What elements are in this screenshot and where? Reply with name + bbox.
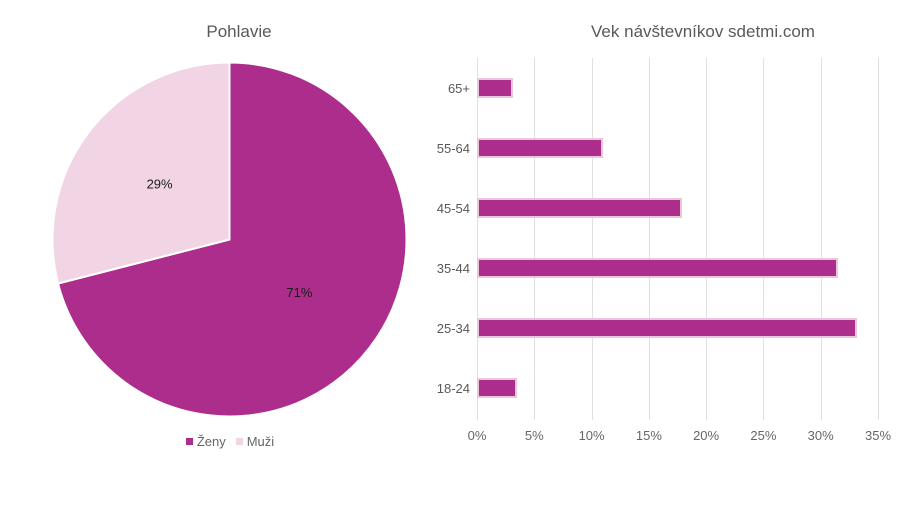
gridline — [820, 58, 822, 420]
bar-45-54[interactable] — [477, 198, 683, 218]
gridline — [591, 58, 593, 420]
category-label-45-54: 45-54 — [436, 200, 470, 216]
pie-data-label-muzi: 29% — [147, 177, 173, 192]
bar-chart-plot — [477, 58, 879, 420]
pie-chart: 71% 29% — [51, 61, 408, 418]
bar-35-44[interactable] — [477, 258, 838, 278]
legend-label: Ženy — [196, 434, 226, 449]
pie-slice-zeny[interactable] — [57, 61, 408, 418]
category-label-25-34: 25-34 — [436, 320, 470, 336]
x-tick-label: 30% — [807, 428, 834, 443]
category-label-55-64: 55-64 — [436, 140, 470, 156]
x-tick-label: 20% — [693, 428, 720, 443]
category-label-35-44: 35-44 — [436, 260, 470, 276]
gridline — [477, 58, 478, 420]
bar-25-34[interactable] — [477, 318, 858, 338]
legend-swatch-icon — [235, 438, 243, 445]
gridline — [648, 58, 650, 420]
pie-chart-title: Pohlavie — [206, 22, 272, 41]
bar-65plus[interactable] — [477, 78, 513, 98]
bar-55-64[interactable] — [477, 138, 603, 158]
category-label-65plus: 65+ — [447, 80, 470, 96]
x-tick-label: 0% — [467, 428, 487, 443]
gridline — [706, 58, 708, 420]
legend-swatch-icon — [185, 438, 193, 445]
x-tick-label: 15% — [635, 428, 662, 443]
legend-label: Muži — [246, 434, 275, 449]
gridline — [878, 58, 879, 420]
pie-data-label-zeny: 71% — [286, 285, 312, 300]
x-tick-label: 5% — [524, 428, 544, 443]
x-tick-label: 35% — [864, 428, 892, 443]
category-label-18-24: 18-24 — [436, 380, 470, 396]
legend-item-muzi[interactable]: Muži — [235, 434, 275, 449]
x-tick-label: 10% — [578, 428, 605, 443]
pie-slice-muzi[interactable] — [51, 61, 231, 285]
gridline — [534, 58, 536, 420]
bar-category-axis: 65+ 55-64 45-54 35-44 25-34 18-24 — [408, 58, 470, 418]
pie-legend: Ženy Muži — [0, 434, 460, 449]
legend-item-zeny[interactable]: Ženy — [185, 434, 226, 449]
x-tick-label: 25% — [750, 428, 777, 443]
bar-chart-title: Vek návštevníkov sdetmi.com — [591, 22, 815, 41]
gridline — [763, 58, 765, 420]
bar-18-24[interactable] — [477, 378, 518, 398]
bar-x-axis: 0% 5% 10% 15% 20% 25% 30% 35% — [468, 428, 891, 444]
